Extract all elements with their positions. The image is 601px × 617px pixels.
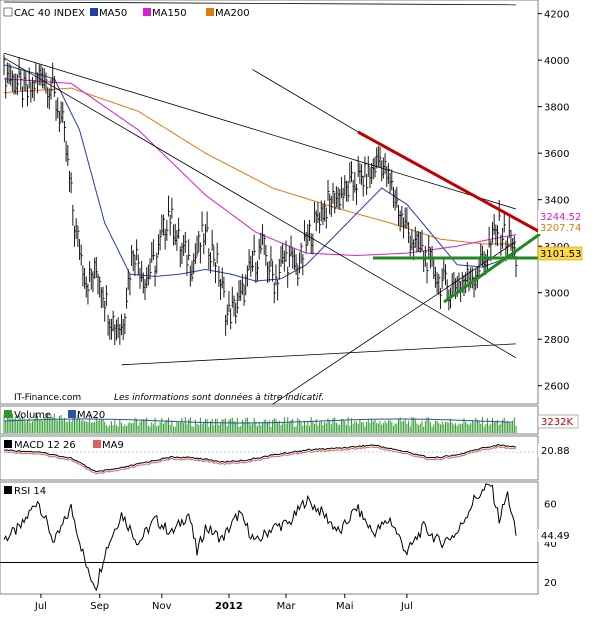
legend-rsi: RSI 14 — [14, 486, 46, 497]
macd-last-label: 20.88 — [538, 444, 574, 457]
trend-line-0 — [3, 1, 517, 6]
x-tick-label-2: Nov — [152, 601, 172, 612]
price-layer — [3, 54, 518, 346]
price-panel — [0, 0, 539, 405]
x-tick-label-3: 2012 — [215, 601, 243, 612]
price-tick-label-1: 2800 — [544, 335, 569, 346]
rsi-legend: RSI 14 — [4, 486, 46, 497]
price-tick-label-2: 3000 — [544, 289, 569, 300]
legend-volume: Volume — [14, 410, 51, 421]
price-tick-label-7: 4000 — [544, 56, 569, 67]
copyright-note: IT-Finance.com — [14, 393, 81, 403]
legend-macd: MACD 12 26 — [14, 440, 76, 451]
rsi-line — [3, 483, 517, 592]
price-tick-label-5: 3600 — [544, 149, 569, 160]
macd-line — [3, 444, 517, 473]
x-tick-label-1: Sep — [90, 601, 109, 612]
legend-volume-ma: MA20 — [77, 410, 105, 421]
resistance-line — [357, 130, 541, 234]
trend-line-2 — [3, 57, 517, 359]
ma200-line — [3, 87, 516, 245]
macd-last-text: 20.88 — [541, 446, 570, 457]
price-label-ma200: 3207.74 — [538, 221, 581, 234]
ma50-line — [3, 64, 517, 282]
macd-signal-line — [3, 446, 517, 475]
rsi-last-text: 44.49 — [541, 531, 570, 542]
legend-ma50: MA50 — [99, 8, 127, 19]
disclaimer-note: Les informations sont données à titre in… — [114, 392, 324, 403]
legend-ma200: MA200 — [215, 8, 250, 19]
macd-layer — [0, 444, 538, 475]
x-tick-label-4: Mar — [277, 601, 297, 612]
overlay-layer — [3, 1, 541, 405]
trend-line-4 — [272, 241, 517, 405]
price-label-last: 3101.53 — [537, 246, 583, 261]
price-label-ma200-text: 3207.74 — [540, 223, 581, 234]
legend-ma150: MA150 — [152, 8, 187, 19]
price-legend: CAC 40 INDEX MA50 MA150 MA200 — [3, 7, 250, 19]
volume-ma-line — [3, 418, 513, 424]
price-tick-label-6: 3800 — [544, 103, 569, 114]
rsi-last-label: 44.49 — [538, 529, 574, 542]
rsi-layer: 20 40 60 — [0, 483, 557, 592]
trend-line-1 — [3, 52, 517, 210]
x-tick-label-5: Mai — [336, 601, 354, 612]
volume-legend: Volume MA20 — [4, 410, 105, 421]
support-line-rising — [443, 232, 541, 304]
price-title: CAC 40 INDEX — [14, 8, 85, 19]
volume-layer — [3, 413, 517, 433]
price-tick-label-8: 4200 — [544, 10, 569, 21]
price-label-last-text: 3101.53 — [540, 249, 581, 260]
price-tick-label-4: 3400 — [544, 196, 569, 207]
volume-last-label: 3232K — [537, 414, 579, 429]
trend-line-3 — [121, 343, 517, 366]
macd-legend: MACD 12 26 MA9 — [4, 440, 124, 451]
rsi-tick-label-1: 40 — [544, 539, 557, 550]
volume-last-text: 3232K — [541, 417, 573, 428]
rsi-panel — [0, 481, 539, 595]
rsi-tick-label-2: 60 — [544, 500, 557, 511]
x-tick-label-0: Jul — [34, 601, 47, 612]
price-label-ma150: 3244.52 — [538, 210, 581, 223]
x-tick-label-6: Jul — [400, 601, 413, 612]
price-tick-label-0: 2600 — [544, 382, 569, 393]
rsi-tick-label-0: 20 — [544, 578, 557, 589]
legend-macd-signal: MA9 — [102, 440, 124, 451]
price-label-ma150-text: 3244.52 — [540, 212, 581, 223]
